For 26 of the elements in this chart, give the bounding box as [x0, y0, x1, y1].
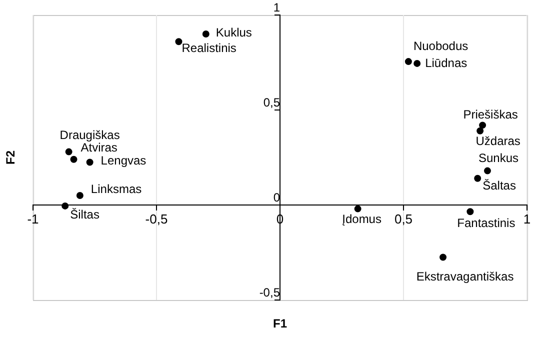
y-axis-title: F2	[3, 150, 18, 165]
x-axis-title: F1	[272, 316, 288, 330]
annotation: Priešiškas	[463, 108, 518, 122]
x-tick-label: -1	[27, 211, 39, 226]
annotation: Uždaras	[476, 134, 520, 148]
annotation: Draugiškas	[60, 128, 120, 142]
x-tick-label: 1	[523, 211, 531, 226]
y-tick-label: 0,5	[263, 95, 280, 110]
annotation: Linksmas	[90, 182, 142, 196]
x-tick-label: -0,5	[145, 211, 168, 226]
annotation: Nuobodus	[413, 38, 468, 53]
annotation: Realistinis	[182, 40, 236, 55]
annotation: Ekstravagantiškas	[416, 270, 514, 284]
annotation: Įdomus	[342, 212, 382, 226]
annotation: Šaltas	[482, 178, 516, 193]
annotation: Lengvas	[100, 154, 146, 168]
y-tick-label: 0	[273, 190, 280, 204]
x-tick-label: 0,5	[394, 211, 413, 226]
annotation: Šiltas	[70, 207, 100, 222]
y-tick-label: -0,5	[259, 285, 280, 300]
annotation: Liūdnas	[425, 56, 468, 70]
annotation: Fantastinis	[457, 216, 516, 230]
annotation: Atviras	[80, 140, 118, 155]
y-tick-label: 1	[273, 0, 280, 14]
annotation: Sunkus	[478, 151, 518, 166]
annotation: Kuklus	[216, 25, 252, 40]
